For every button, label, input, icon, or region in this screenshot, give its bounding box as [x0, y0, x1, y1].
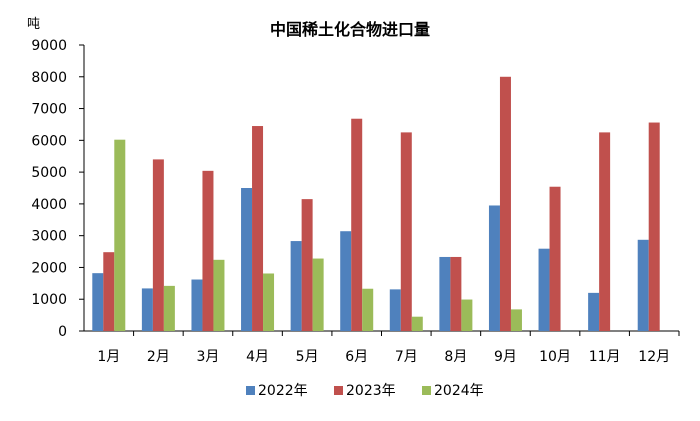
legend: 2022年 2023年 2024年: [246, 383, 484, 399]
bar-2023年-10月: [549, 186, 561, 331]
x-tick-label: 8月: [444, 349, 467, 365]
bar-2024年-6月: [362, 288, 374, 331]
y-tick-label: 1000: [31, 292, 67, 308]
bar-2022年-7月: [389, 289, 401, 331]
bar-2022年-6月: [340, 231, 352, 331]
x-tick-label: 12月: [638, 349, 670, 365]
bar-2022年-10月: [538, 248, 550, 331]
x-tick-label: 3月: [196, 349, 219, 365]
bar-2022年-2月: [141, 288, 153, 331]
bar-2022年-4月: [241, 188, 253, 331]
y-tick-label: 3000: [31, 229, 67, 245]
bar-2024年-5月: [312, 258, 324, 331]
x-tick-label: 1月: [97, 349, 120, 365]
x-tick-label: 4月: [246, 349, 269, 365]
y-tick-label: 7000: [31, 102, 67, 118]
x-tick-label: 11月: [589, 349, 621, 365]
y-tick-label: 6000: [31, 133, 67, 149]
legend-label: 2024年: [434, 383, 484, 399]
bar-2023年-11月: [599, 132, 611, 331]
legend-swatch: [422, 386, 431, 395]
legend-label: 2023年: [346, 383, 396, 399]
legend-label: 2022年: [258, 383, 308, 399]
legend-swatch: [334, 386, 343, 395]
bar-2024年-2月: [163, 285, 175, 331]
bar-2022年-1月: [92, 273, 104, 331]
x-tick-label: 9月: [494, 349, 517, 365]
bar-2024年-7月: [411, 316, 423, 331]
legend-swatch: [246, 386, 255, 395]
bar-2024年-4月: [263, 273, 275, 331]
y-tick-label: 5000: [31, 165, 67, 181]
y-tick-label: 0: [58, 324, 67, 340]
bar-2023年-4月: [252, 126, 264, 332]
bar-2024年-1月: [114, 139, 126, 331]
bar-2022年-3月: [191, 279, 203, 331]
bar-2023年-3月: [202, 170, 214, 331]
bar-2023年-12月: [648, 122, 660, 331]
bar-2023年-1月: [103, 252, 115, 331]
bar-2023年-5月: [301, 199, 313, 331]
bar-2022年-5月: [290, 241, 302, 331]
x-tick-label: 10月: [539, 349, 571, 365]
bar-2022年-9月: [488, 205, 500, 331]
x-tick-label: 2月: [147, 349, 170, 365]
x-tick-label: 5月: [296, 349, 319, 365]
bar-2023年-9月: [499, 76, 511, 332]
bar-2023年-2月: [152, 159, 164, 331]
bar-2024年-9月: [510, 309, 522, 331]
y-tick-label: 8000: [31, 70, 67, 86]
chart-title: 中国稀土化合物进口量: [270, 20, 430, 39]
plot-area: 0 1000 2000 3000 4000 5000 6000 7000 8000 9000 1月 2…: [31, 38, 680, 365]
bar-2022年-11月: [588, 292, 600, 331]
bar-2024年-8月: [461, 299, 473, 331]
y-tick-label: 2000: [31, 260, 67, 276]
bar-2024年-3月: [213, 259, 225, 331]
bar-2022年-8月: [439, 256, 451, 331]
bar-2023年-6月: [351, 118, 363, 331]
x-tick-label: 6月: [345, 349, 368, 365]
y-tick-label: 4000: [31, 197, 67, 213]
y-axis-unit-label: 吨: [27, 17, 40, 32]
x-tick-label: 7月: [395, 349, 418, 365]
bar-2023年-8月: [450, 256, 462, 331]
bar-2022年-12月: [637, 239, 649, 331]
y-tick-label: 9000: [31, 38, 67, 54]
bar-2023年-7月: [400, 132, 412, 331]
